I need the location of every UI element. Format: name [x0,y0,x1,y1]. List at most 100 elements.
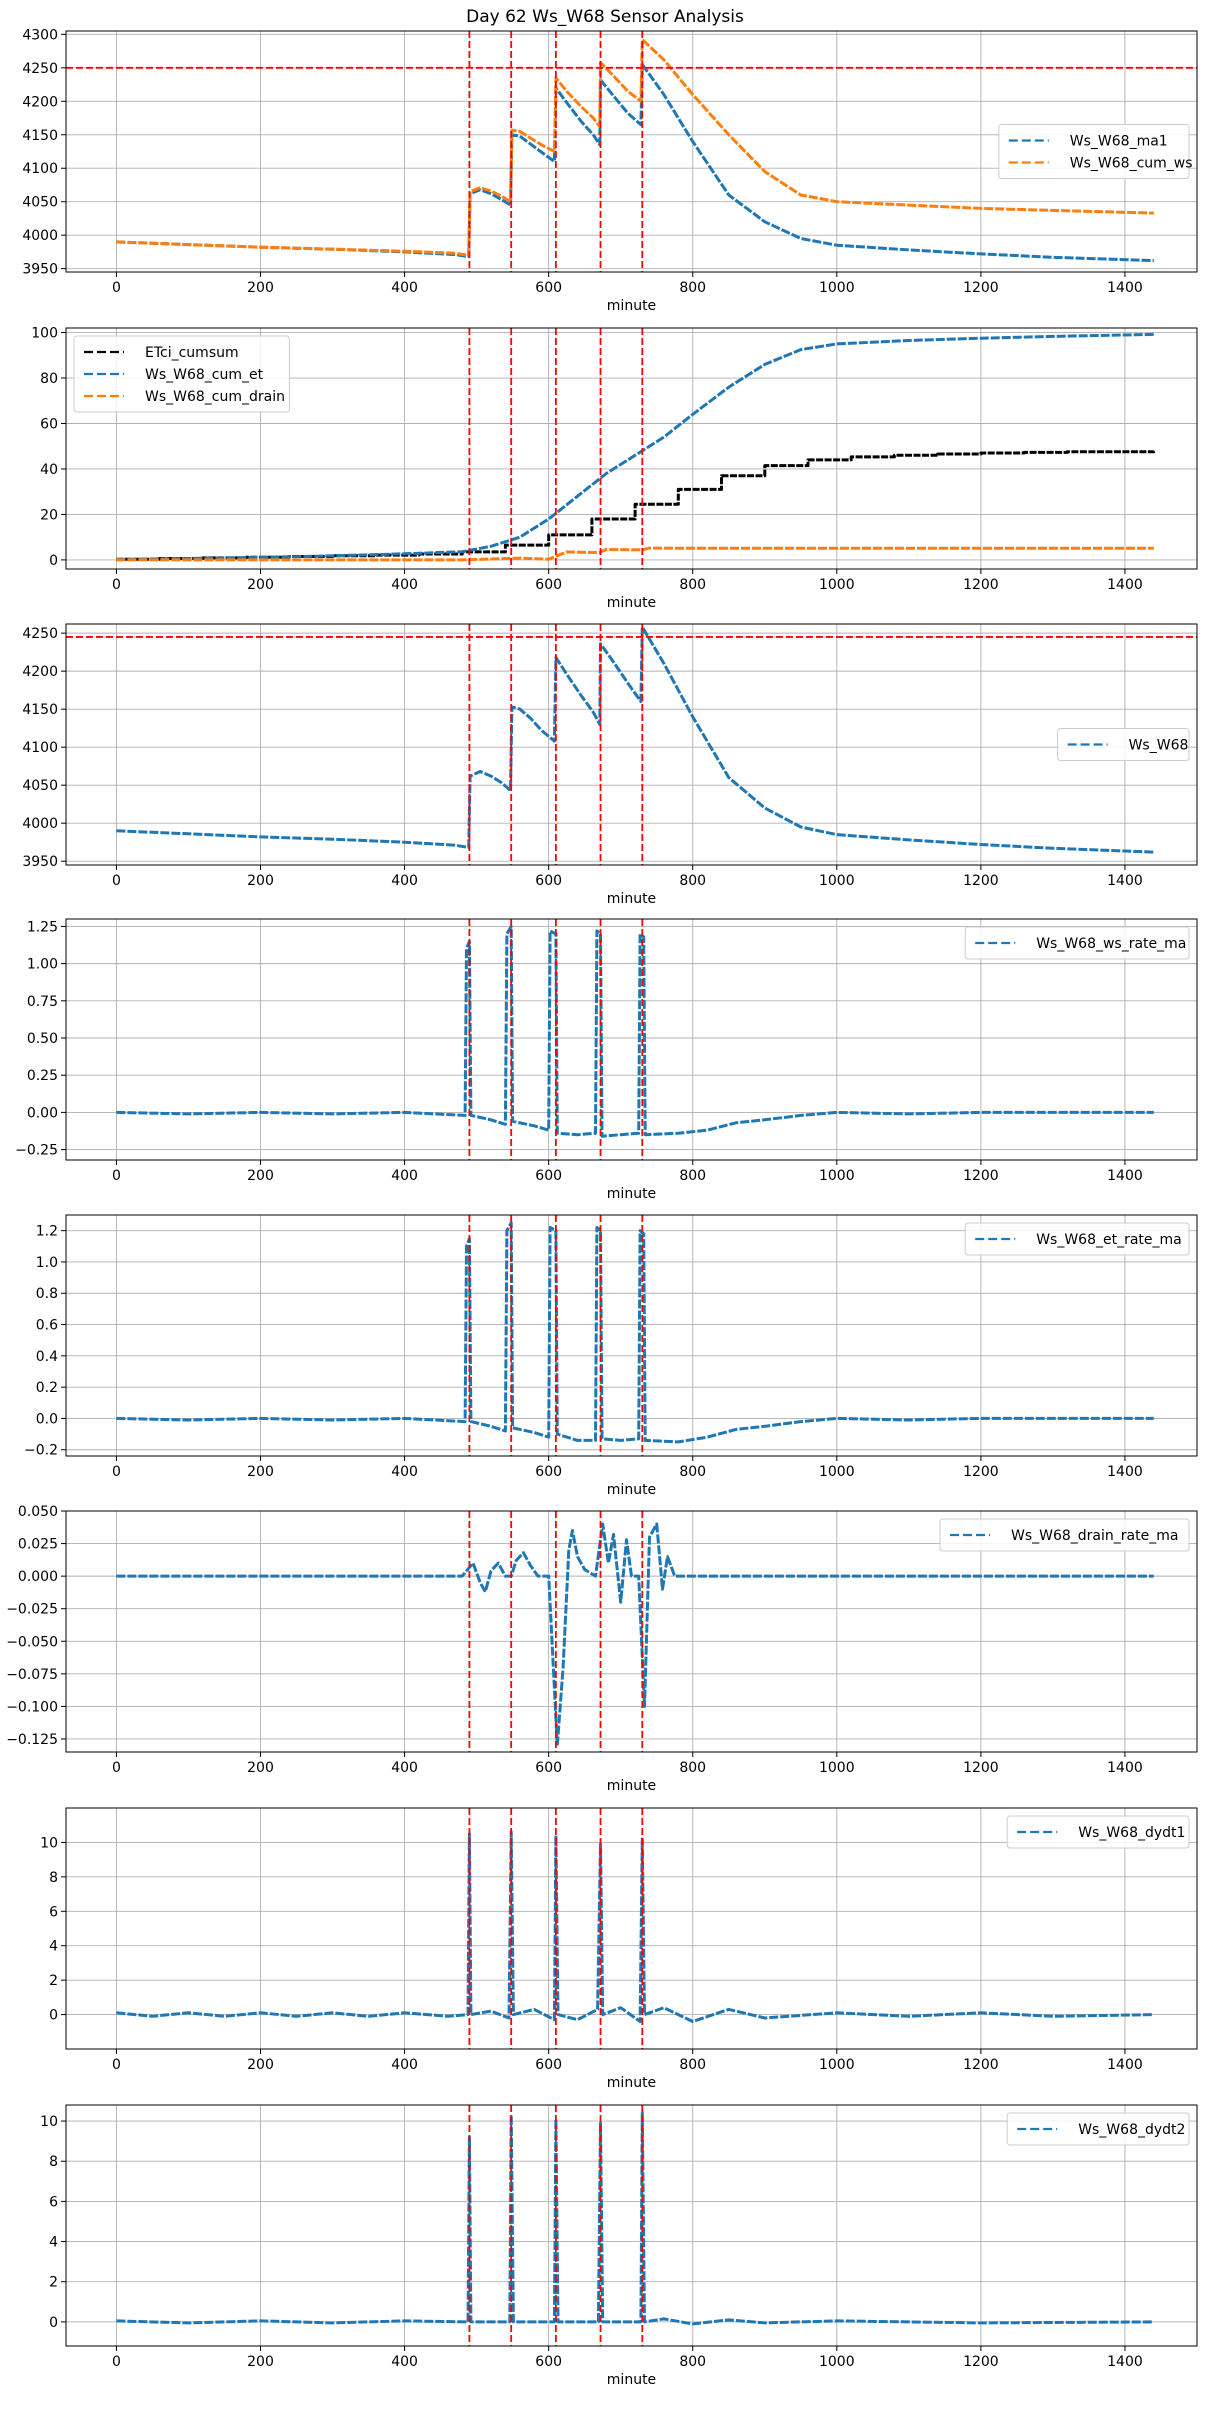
x-tick-label: 0 [112,2057,121,2073]
y-tick-label: 0.6 [36,1318,58,1334]
x-axis-label: minute [607,595,656,611]
y-tick-label: 0.4 [36,1349,58,1365]
axes-frame [65,918,1198,1161]
series-line-ws-w68-ma1 [116,63,1154,263]
x-tick-label: 1000 [819,1464,855,1480]
y-tick-label: 0.75 [27,994,58,1010]
x-tick-label: 1000 [819,577,855,593]
y-tick-label: −0.125 [6,1732,58,1748]
axes-frame [65,1214,1198,1457]
legend-entry: ETci_cumsum [145,345,239,361]
legend: Ws_W68_ma1 Ws_W68_cum_ws [998,124,1193,179]
series-line-ws-w68-drain-rate-ma [116,1522,1154,1747]
y-tick-label: 4200 [22,664,58,680]
chart-cum-et: 0 200 400 600 800 1000 1200 1400 0 20 40 60 80 100 min… [31,326,1198,611]
x-tick-label: 1200 [963,2057,999,2073]
x-tick-label: 400 [391,1168,418,1184]
legend-entry: Ws_W68_drain_rate_ma [1011,1528,1178,1544]
y-tick-label: 0.50 [27,1031,58,1047]
y-tick-label: 4 [49,1939,58,1955]
legend-box [964,1222,1190,1256]
x-tick-label: 400 [391,2354,418,2370]
y-tick-label: 2 [49,1973,58,1989]
series-line-ws-w68-dydt1 [116,1830,1154,2023]
y-tick-label: 60 [40,416,58,432]
y-tick-label: 0.8 [36,1286,58,1302]
legend: Ws_W68_dydt2 [1006,2112,1190,2146]
plot-area [116,328,1156,569]
y-tick-label: 4 [49,2235,58,2251]
legend: Ws_W68_et_rate_ma [964,1222,1190,1256]
chart-et-rate: 0 200 400 600 800 1000 1200 1400 −0.2 0.0 0.2 0.4 0.… [24,1214,1198,1498]
y-tick-label: 4200 [22,94,58,110]
y-tick-label: 3950 [22,854,58,870]
y-tick-label: 0.2 [36,1380,58,1396]
y-tick-label: 0.0 [36,1411,58,1427]
y-tick-label: −0.2 [24,1443,58,1459]
x-axis-label: minute [607,298,656,314]
x-tick-label: 200 [247,1168,274,1184]
plot-area [116,1511,1154,1752]
x-tick-label: 0 [112,280,121,296]
legend-box [1006,2112,1190,2146]
x-axis-label: minute [607,2372,656,2388]
x-tick-label: 1000 [819,1760,855,1776]
y-tick-label: 0 [49,553,58,569]
x-tick-label: 200 [247,873,274,889]
x-tick-label: 0 [112,577,121,593]
x-tick-label: 800 [679,2057,706,2073]
x-tick-label: 1200 [963,1464,999,1480]
x-tick-label: 0 [112,873,121,889]
x-tick-label: 600 [535,873,562,889]
legend: Ws_W68_drain_rate_ma [939,1518,1190,1552]
x-tick-label: 1200 [963,1760,999,1776]
y-tick-label: 6 [49,2194,58,2210]
series-line-ws-w68-cum-et [116,332,1154,561]
y-tick-label: 10 [40,2114,58,2130]
x-tick-label: 600 [535,2057,562,2073]
x-tick-label: 600 [535,577,562,593]
chart-ma-cum: 0 200 400 600 800 1000 1200 1400 3950 4000 4050 410… [22,27,1198,314]
plot-area [116,919,1154,1160]
series-line-ws-w68 [116,625,1154,854]
y-tick-label: 0.025 [18,1537,58,1553]
y-tick-label: 4000 [22,228,58,244]
y-tick-label: 0 [49,2008,58,2024]
legend-box [964,926,1190,960]
legend-entry: Ws_W68_dydt2 [1078,2122,1185,2138]
x-tick-label: 200 [247,2057,274,2073]
y-tick-label: −0.050 [6,1634,58,1650]
legend-entry: Ws_W68_cum_ws [1070,156,1193,172]
x-tick-label: 200 [247,2354,274,2370]
x-tick-label: 1000 [819,1168,855,1184]
x-tick-label: 600 [535,1760,562,1776]
x-tick-label: 0 [112,1464,121,1480]
y-tick-label: 0.25 [27,1068,58,1084]
y-tick-label: 4250 [22,626,58,642]
y-tick-label: 8 [49,1870,58,1886]
legend-entry: Ws_W68_ws_rate_ma [1036,936,1186,952]
x-tick-label: 1000 [819,873,855,889]
legend-entry: Ws_W68 [1129,738,1189,754]
x-tick-label: 800 [679,1464,706,1480]
legend-entry: Ws_W68_dydt1 [1078,1825,1185,1841]
x-tick-label: 400 [391,873,418,889]
x-tick-label: 1200 [963,2354,999,2370]
legend: ETci_cumsum Ws_W68_cum_et Ws_W68_cum_drain [73,335,290,413]
y-tick-label: 4050 [22,778,58,794]
figure-title: Day 62 Ws_W68 Sensor Analysis [466,7,744,27]
x-tick-label: 1400 [1107,577,1143,593]
x-axis-label: minute [607,891,656,907]
legend: Ws_W68_dydt1 [1006,1815,1190,1849]
y-tick-label: 0.050 [18,1504,58,1520]
axes-frame [65,2104,1198,2347]
series-line-ws-w68-cum-ws [116,38,1154,257]
y-tick-label: 4000 [22,816,58,832]
x-tick-label: 1200 [963,280,999,296]
y-tick-label: 100 [31,326,58,342]
x-tick-label: 800 [679,577,706,593]
x-tick-label: 800 [679,280,706,296]
y-tick-label: 4250 [22,61,58,77]
y-tick-label: 40 [40,462,58,478]
y-tick-label: 80 [40,371,58,387]
